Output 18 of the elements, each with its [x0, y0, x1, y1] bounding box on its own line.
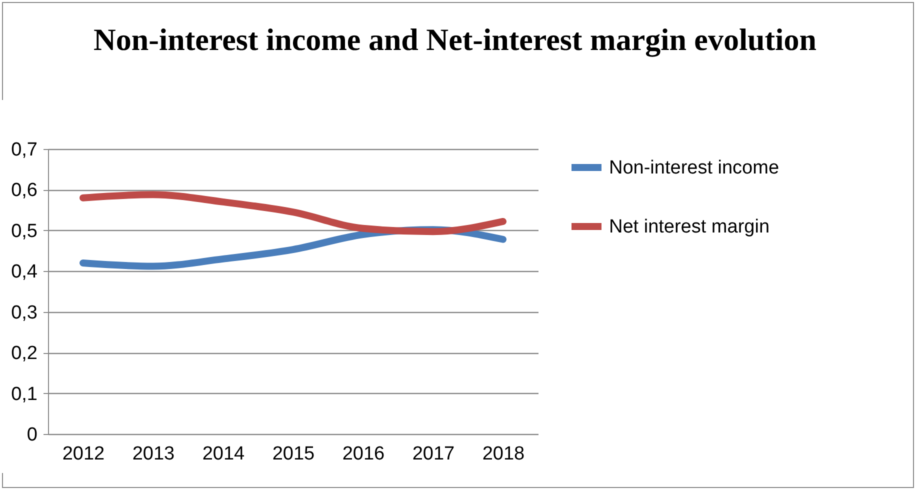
x-tick-label: 2015: [272, 444, 315, 464]
chart-title: Non-interest income and Net-interest margin evolution: [92, 21, 818, 59]
y-tick-label: 0: [26, 424, 38, 446]
y-tick-label: 0,1: [11, 384, 38, 405]
y-tick-label: 0,4: [11, 262, 38, 283]
x-tick-label: 2013: [132, 444, 175, 464]
legend-label: Non-interest income: [609, 158, 780, 178]
x-tick-label: 2012: [62, 444, 105, 464]
y-tick-label: 0,5: [11, 220, 38, 242]
y-tick-label: 0,3: [11, 302, 38, 324]
y-tick-label: 0,6: [11, 180, 38, 202]
y-tick-label: 0,7: [11, 140, 38, 160]
x-tick-label: 2016: [342, 444, 385, 464]
y-tick-label: 0,2: [11, 343, 38, 364]
x-tick-label: 2018: [482, 444, 525, 464]
x-tick-label: 2014: [202, 444, 246, 464]
legend-label: Net interest margin: [609, 216, 770, 238]
x-tick-label: 2017: [412, 444, 455, 464]
